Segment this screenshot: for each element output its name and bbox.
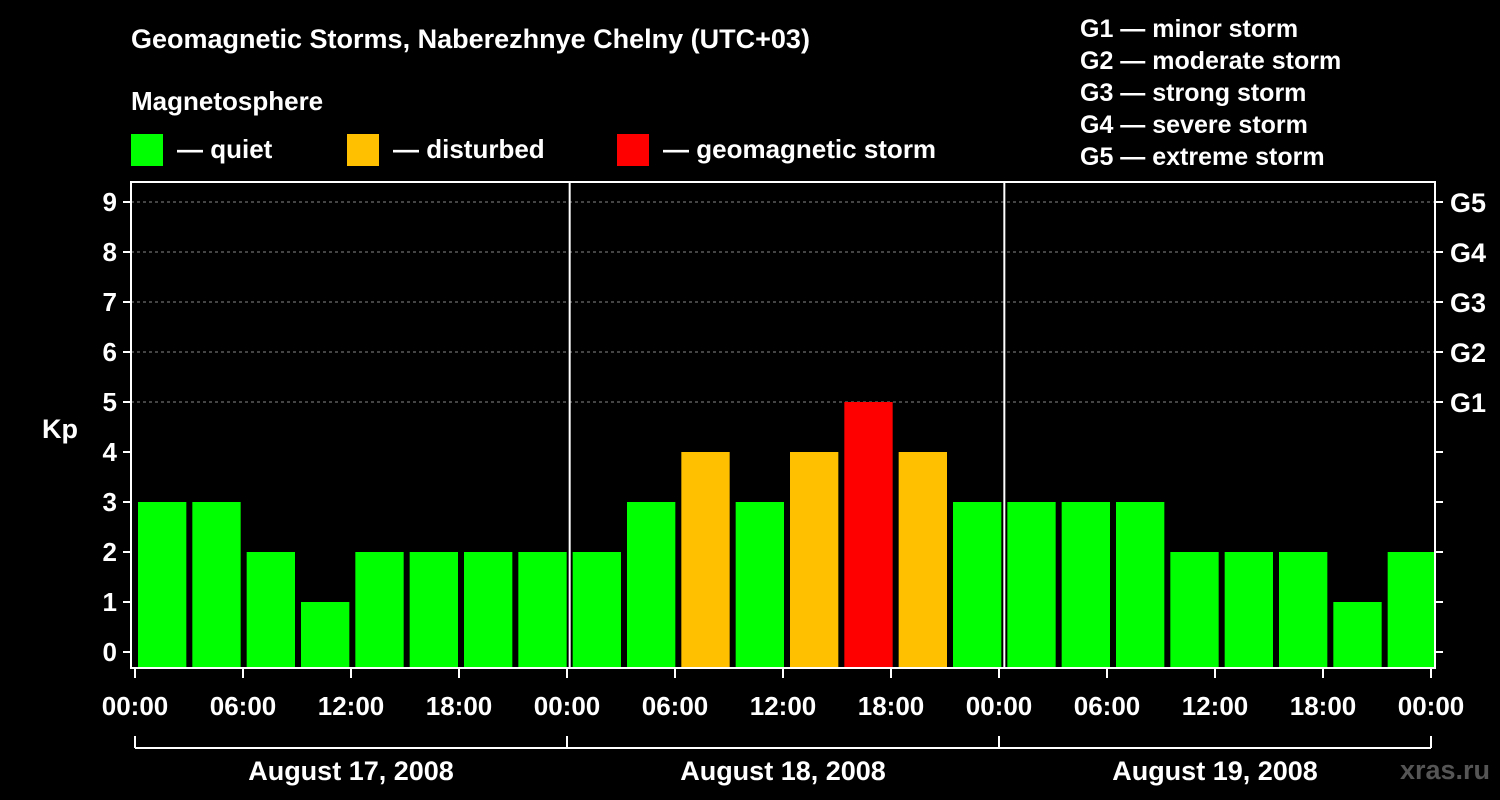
x-tick-label: 06:00 (210, 691, 277, 721)
x-tick-label: 00:00 (102, 691, 169, 721)
kp-bar (138, 502, 187, 668)
x-tick-label: 00:00 (966, 691, 1033, 721)
kp-bar (627, 502, 676, 668)
legend-swatch-storm (617, 134, 649, 166)
day-label: August 18, 2008 (680, 756, 886, 786)
kp-bar (844, 402, 893, 668)
x-tick-label: 00:00 (1398, 691, 1465, 721)
y-tick-label: 0 (103, 637, 117, 667)
day-label: August 19, 2008 (1112, 756, 1318, 786)
g-tick-label: G2 (1450, 338, 1486, 368)
g-tick-label: G3 (1450, 288, 1486, 318)
y-tick-label: 3 (103, 487, 117, 517)
y-tick-label: 1 (103, 587, 117, 617)
kp-bar (681, 452, 730, 668)
y-tick-label: 4 (103, 437, 118, 467)
g-scale-g5: G5 — extreme storm (1080, 143, 1325, 171)
kp-bar (1007, 502, 1056, 668)
kp-bar (246, 552, 295, 668)
y-tick-label: 5 (103, 387, 117, 417)
y-tick-label: 7 (103, 287, 117, 317)
kp-bar (1170, 552, 1219, 668)
chart-title: Geomagnetic Storms, Naberezhnye Chelny (… (131, 24, 810, 54)
x-tick-label: 18:00 (858, 691, 925, 721)
g-scale-g1: G1 — minor storm (1080, 15, 1299, 43)
g-tick-label: G1 (1450, 388, 1486, 418)
x-tick-label: 12:00 (318, 691, 385, 721)
day-label: August 17, 2008 (248, 756, 454, 786)
kp-bar (953, 502, 1002, 668)
y-tick-label: 8 (103, 237, 117, 267)
kp-bar (192, 502, 241, 668)
kp-bar (735, 502, 784, 668)
kp-bar (898, 452, 947, 668)
x-tick-label: 06:00 (1074, 691, 1141, 721)
x-tick-label: 12:00 (1182, 691, 1249, 721)
chart-subtitle: Magnetosphere (131, 86, 324, 116)
watermark: xras.ru (1399, 755, 1490, 785)
kp-bar (464, 552, 513, 668)
y-tick-label: 9 (103, 187, 117, 217)
kp-bar (1279, 552, 1328, 668)
kp-bar (1116, 502, 1165, 668)
legend-swatch-quiet (131, 134, 163, 166)
legend-label-disturbed: — disturbed (393, 134, 545, 164)
kp-bar (1224, 552, 1273, 668)
y-tick-label: 6 (103, 337, 117, 367)
g-scale-g3: G3 — strong storm (1080, 79, 1307, 107)
g-tick-label: G5 (1450, 188, 1486, 218)
g-scale-g2: G2 — moderate storm (1080, 47, 1342, 75)
x-tick-label: 18:00 (1290, 691, 1357, 721)
x-tick-label: 06:00 (642, 691, 709, 721)
legend-swatch-disturbed (347, 134, 379, 166)
x-tick-label: 12:00 (750, 691, 817, 721)
x-tick-label: 00:00 (534, 691, 601, 721)
kp-bar (572, 552, 621, 668)
legend-label-storm: — geomagnetic storm (663, 134, 937, 164)
kp-bar (518, 552, 567, 668)
y-axis-label: Kp (42, 414, 78, 444)
g-tick-label: G4 (1450, 238, 1486, 268)
kp-bar (1061, 502, 1110, 668)
y-tick-label: 2 (103, 537, 117, 567)
kp-bar (409, 552, 458, 668)
kp-bar (355, 552, 404, 668)
kp-bar (301, 602, 350, 668)
x-tick-label: 18:00 (426, 691, 493, 721)
g-scale-g4: G4 — severe storm (1080, 111, 1308, 139)
kp-bar (790, 452, 839, 668)
legend-label-quiet: — quiet (177, 134, 273, 164)
kp-bar (1333, 602, 1382, 668)
kp-bar (1387, 552, 1436, 668)
